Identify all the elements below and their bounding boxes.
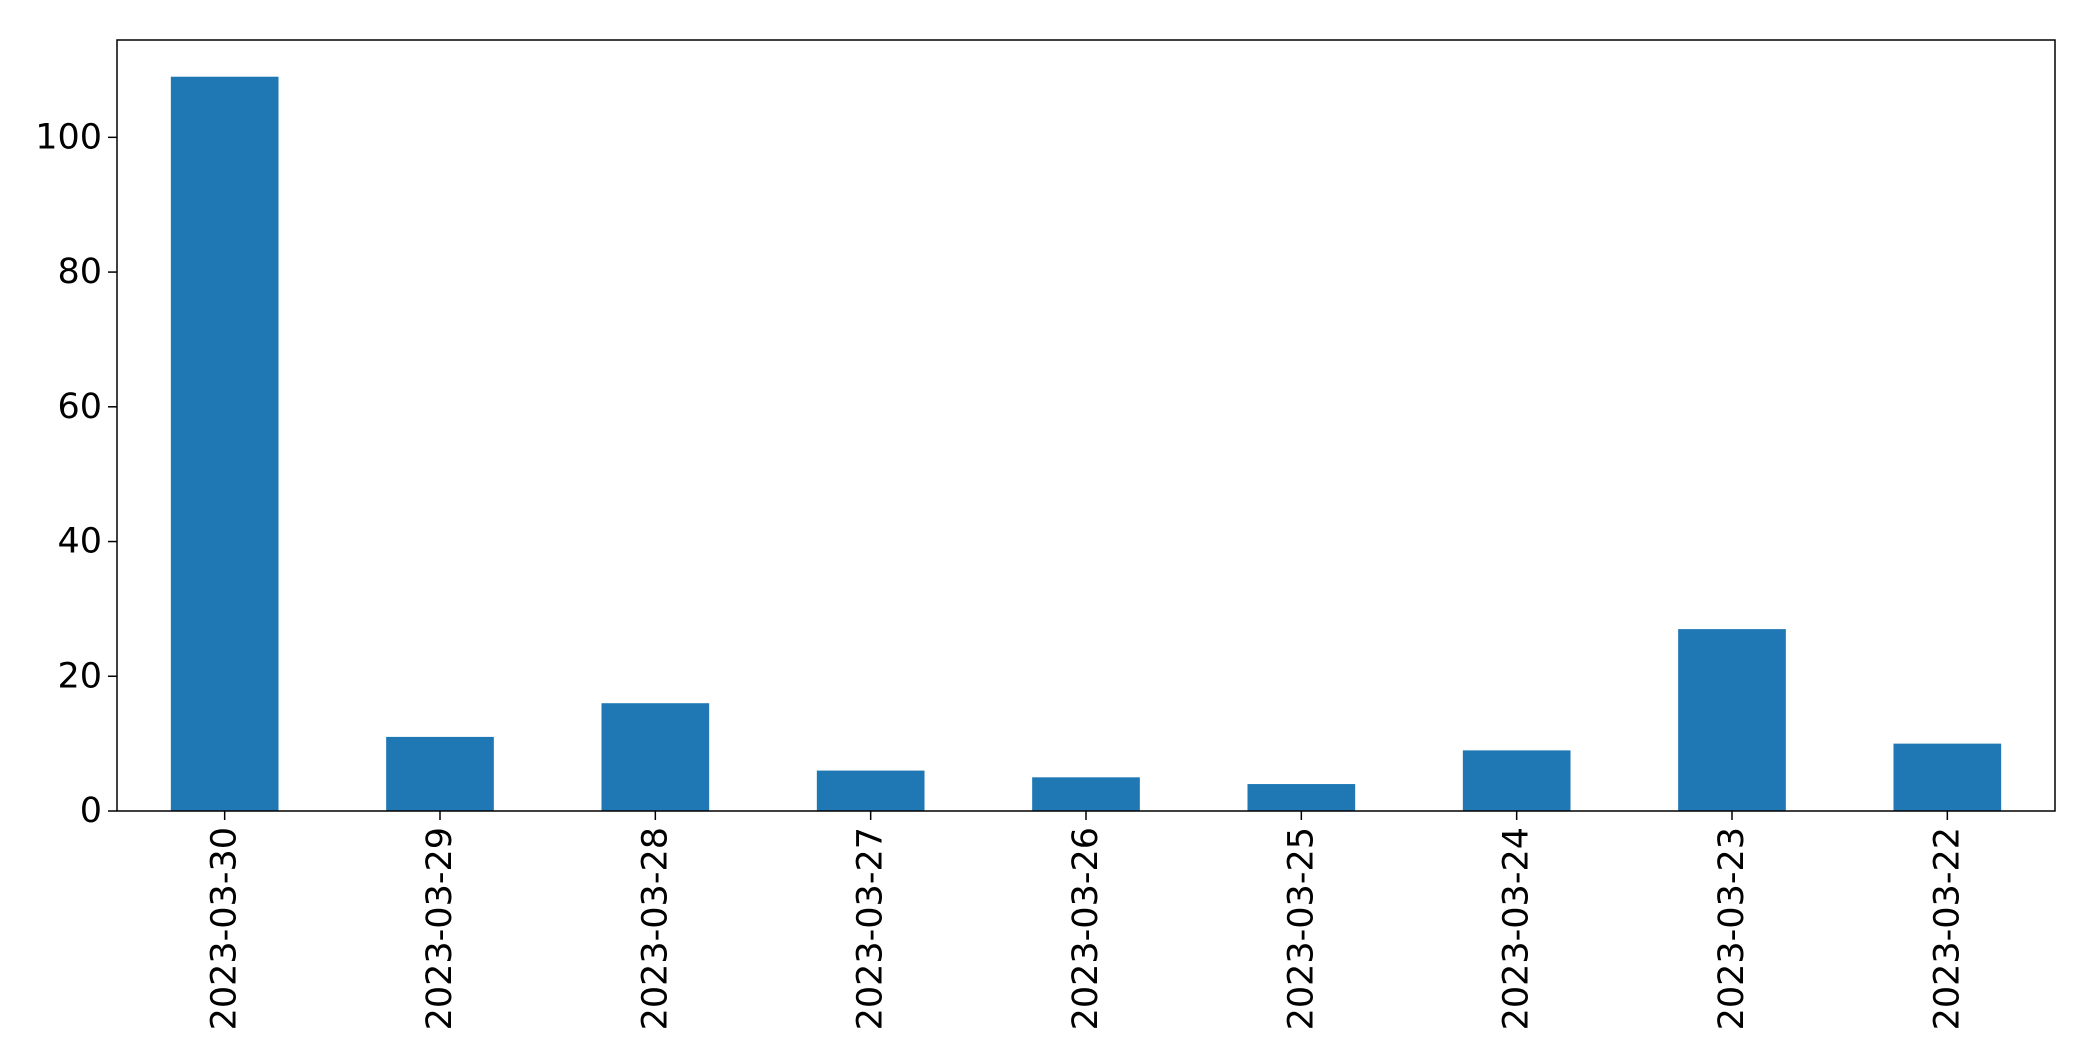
y-tick-label: 0 [80, 791, 102, 831]
x-axis: 2023-03-30 2023-03-29 2023-03-28 2023-03-27… [205, 811, 1967, 1030]
y-tick-label: 20 [57, 656, 102, 696]
x-tick-label: 2023-03-29 [420, 827, 460, 1030]
x-tick-label: 2023-03-28 [635, 827, 675, 1030]
bar-2023-03-30 [170, 76, 279, 811]
x-tick-label: 2023-03-22 [1927, 827, 1967, 1030]
plot-frame [116, 39, 2056, 812]
x-tick-label: 2023-03-26 [1066, 827, 1106, 1030]
bar-2023-03-26 [1032, 777, 1140, 811]
bar-2023-03-27 [816, 770, 925, 811]
y-tick-label: 80 [57, 252, 102, 292]
bar-2023-03-28 [601, 703, 710, 811]
y-axis: 0 20 40 60 80 100 [35, 117, 117, 831]
bars-group [170, 76, 2002, 811]
bar-2023-03-23 [1678, 629, 1786, 811]
bar-2023-03-24 [1462, 750, 1571, 811]
y-tick-label: 100 [35, 117, 102, 157]
x-tick-label: 2023-03-24 [1497, 827, 1537, 1030]
bar-2023-03-25 [1247, 784, 1356, 811]
x-tick-label: 2023-03-25 [1281, 827, 1321, 1030]
x-tick-label: 2023-03-30 [205, 827, 245, 1030]
bar-2023-03-29 [386, 736, 494, 811]
y-tick-label: 60 [57, 387, 102, 427]
x-tick-label: 2023-03-27 [851, 827, 891, 1030]
y-tick-label: 40 [57, 522, 102, 562]
x-tick-label: 2023-03-23 [1712, 827, 1752, 1030]
bar-2023-03-22 [1893, 743, 2002, 811]
